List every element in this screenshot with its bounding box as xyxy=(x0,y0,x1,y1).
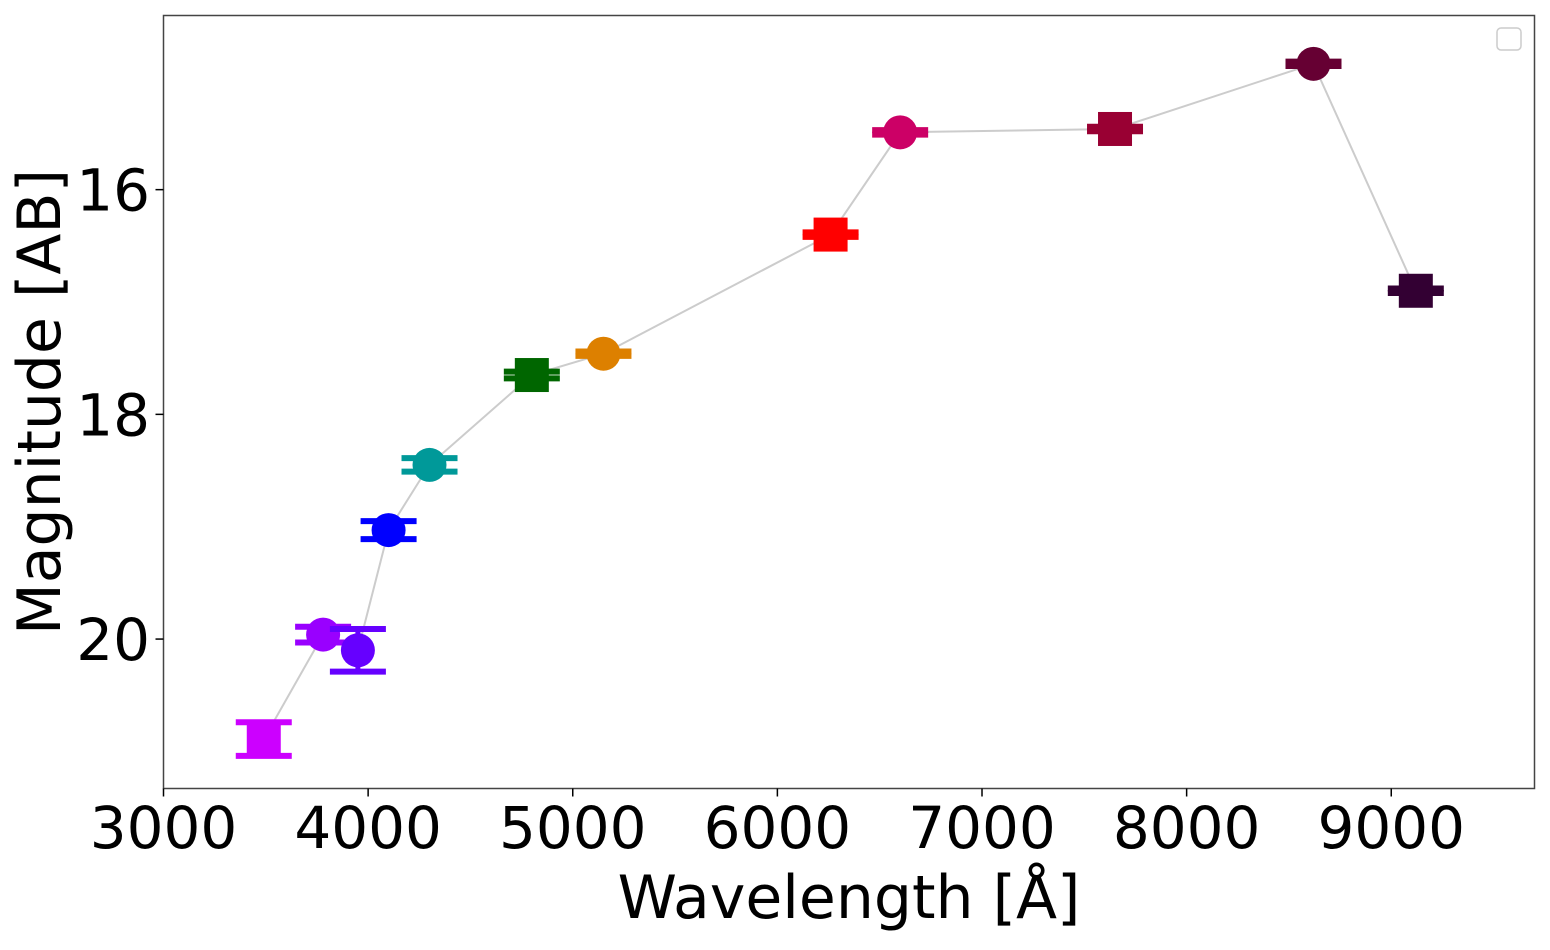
data-point-3 xyxy=(360,513,417,548)
circle-marker xyxy=(412,447,447,482)
square-marker xyxy=(1398,273,1433,308)
x-tick-label: 7000 xyxy=(908,794,1056,862)
sed-connector-line xyxy=(262,62,1417,740)
circle-marker xyxy=(371,513,406,548)
x-tick-label: 5000 xyxy=(499,794,647,862)
y-axis-label: Magnitude [AB] xyxy=(5,169,75,635)
x-tick-label: 9000 xyxy=(1317,794,1465,862)
x-tick-label: 8000 xyxy=(1113,794,1261,862)
data-point-11 xyxy=(1387,273,1444,308)
circle-marker xyxy=(340,633,375,668)
data-point-0 xyxy=(235,719,292,759)
data-point-2 xyxy=(329,625,386,675)
data-point-5 xyxy=(503,358,560,393)
y-tick-label: 20 xyxy=(76,606,150,674)
data-point-10 xyxy=(1285,46,1342,81)
square-marker xyxy=(813,217,848,252)
data-point-4 xyxy=(401,447,458,482)
circle-marker xyxy=(883,115,918,150)
data-point-6 xyxy=(575,336,632,371)
circle-marker xyxy=(586,336,621,371)
circle-marker xyxy=(1296,46,1331,81)
y-tick-label: 16 xyxy=(76,157,150,225)
x-tick-label: 6000 xyxy=(704,794,852,862)
data-point-9 xyxy=(1087,111,1144,146)
plot-frame xyxy=(162,14,1536,790)
square-marker xyxy=(514,358,549,393)
data-point-8 xyxy=(872,115,929,150)
data-point-7 xyxy=(802,217,859,252)
circle-marker xyxy=(306,617,341,652)
x-tick-label: 4000 xyxy=(294,794,442,862)
square-marker xyxy=(1098,111,1133,146)
chart-marks xyxy=(235,46,1444,759)
y-tick-label: 18 xyxy=(76,381,150,449)
square-marker xyxy=(246,722,281,757)
legend-box xyxy=(1496,27,1522,51)
axis-ticks: 3000 4000 5000 6000 7000 8000 9000 16 18 20 xyxy=(76,157,1465,862)
x-axis-label: Wavelength [Å] xyxy=(618,862,1081,933)
x-tick-label: 3000 xyxy=(90,794,238,862)
